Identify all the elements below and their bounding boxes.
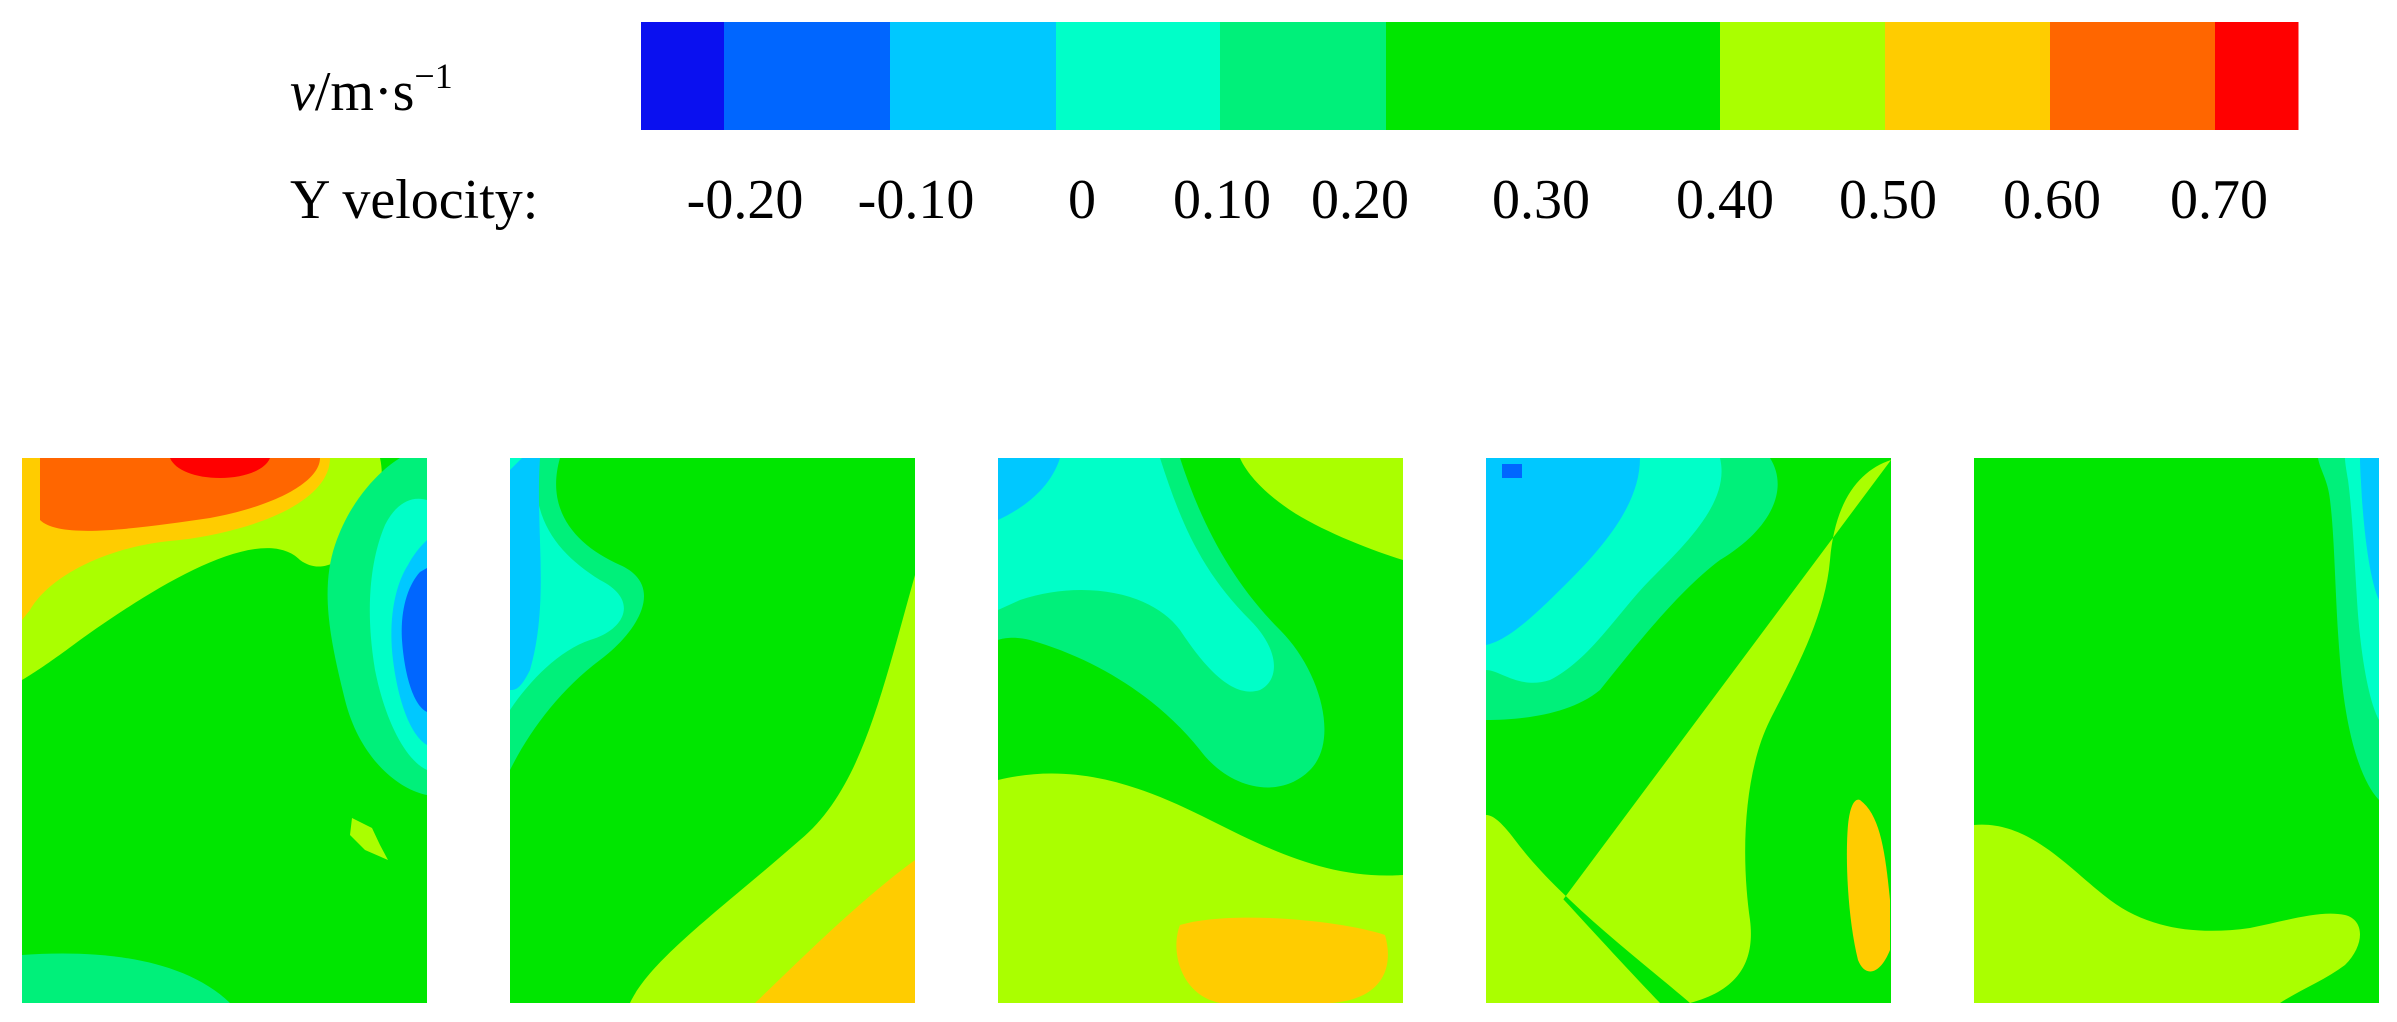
legend-swatch: [890, 22, 1057, 130]
legend-tick-label: 0.60: [2003, 169, 2101, 231]
legend-tick-label: -0.20: [687, 169, 804, 231]
legend-swatch: [1386, 22, 1721, 130]
legend-tick-label: 0.20: [1311, 169, 1409, 231]
legend-tick-label: 0.50: [1839, 169, 1937, 231]
contour-panel-1: [22, 458, 427, 1003]
contour-panel-5: [1974, 458, 2379, 1003]
legend-swatch: [2215, 22, 2299, 130]
legend-swatch: [724, 22, 891, 130]
contour-panel-4: [1486, 458, 1891, 1003]
legend-swatch: [1720, 22, 1886, 130]
legend-tick-labels: -0.20 -0.10 0 0.10 0.20 0.30 0.40 0.50 0.60 0.70: [687, 169, 2268, 231]
legend-swatch: [1220, 22, 1387, 130]
legend-tick-label: 0.70: [2170, 169, 2268, 231]
legend-unit-exp: −1: [414, 56, 452, 96]
legend-tick-label: -0.10: [858, 169, 975, 231]
legend-swatch: [1056, 22, 1221, 130]
legend-unit-var: v: [290, 61, 315, 123]
legend-swatch: [2050, 22, 2216, 130]
legend-tick-label: 0: [1068, 169, 1096, 231]
contour-panel-3: [998, 458, 1403, 1003]
legend-swatch: [1885, 22, 2051, 130]
legend-colorbar: [641, 22, 2299, 130]
legend-unit-rest: /m·s: [315, 61, 415, 123]
legend-title: Y velocity:: [290, 169, 538, 231]
contour-panel-2: [510, 458, 915, 1003]
legend-unit-label: v/m·s−1: [290, 56, 453, 123]
legend-tick-label: 0.10: [1173, 169, 1271, 231]
legend-tick-label: 0.30: [1492, 169, 1590, 231]
legend-swatch: [641, 22, 725, 130]
legend-tick-label: 0.40: [1676, 169, 1774, 231]
